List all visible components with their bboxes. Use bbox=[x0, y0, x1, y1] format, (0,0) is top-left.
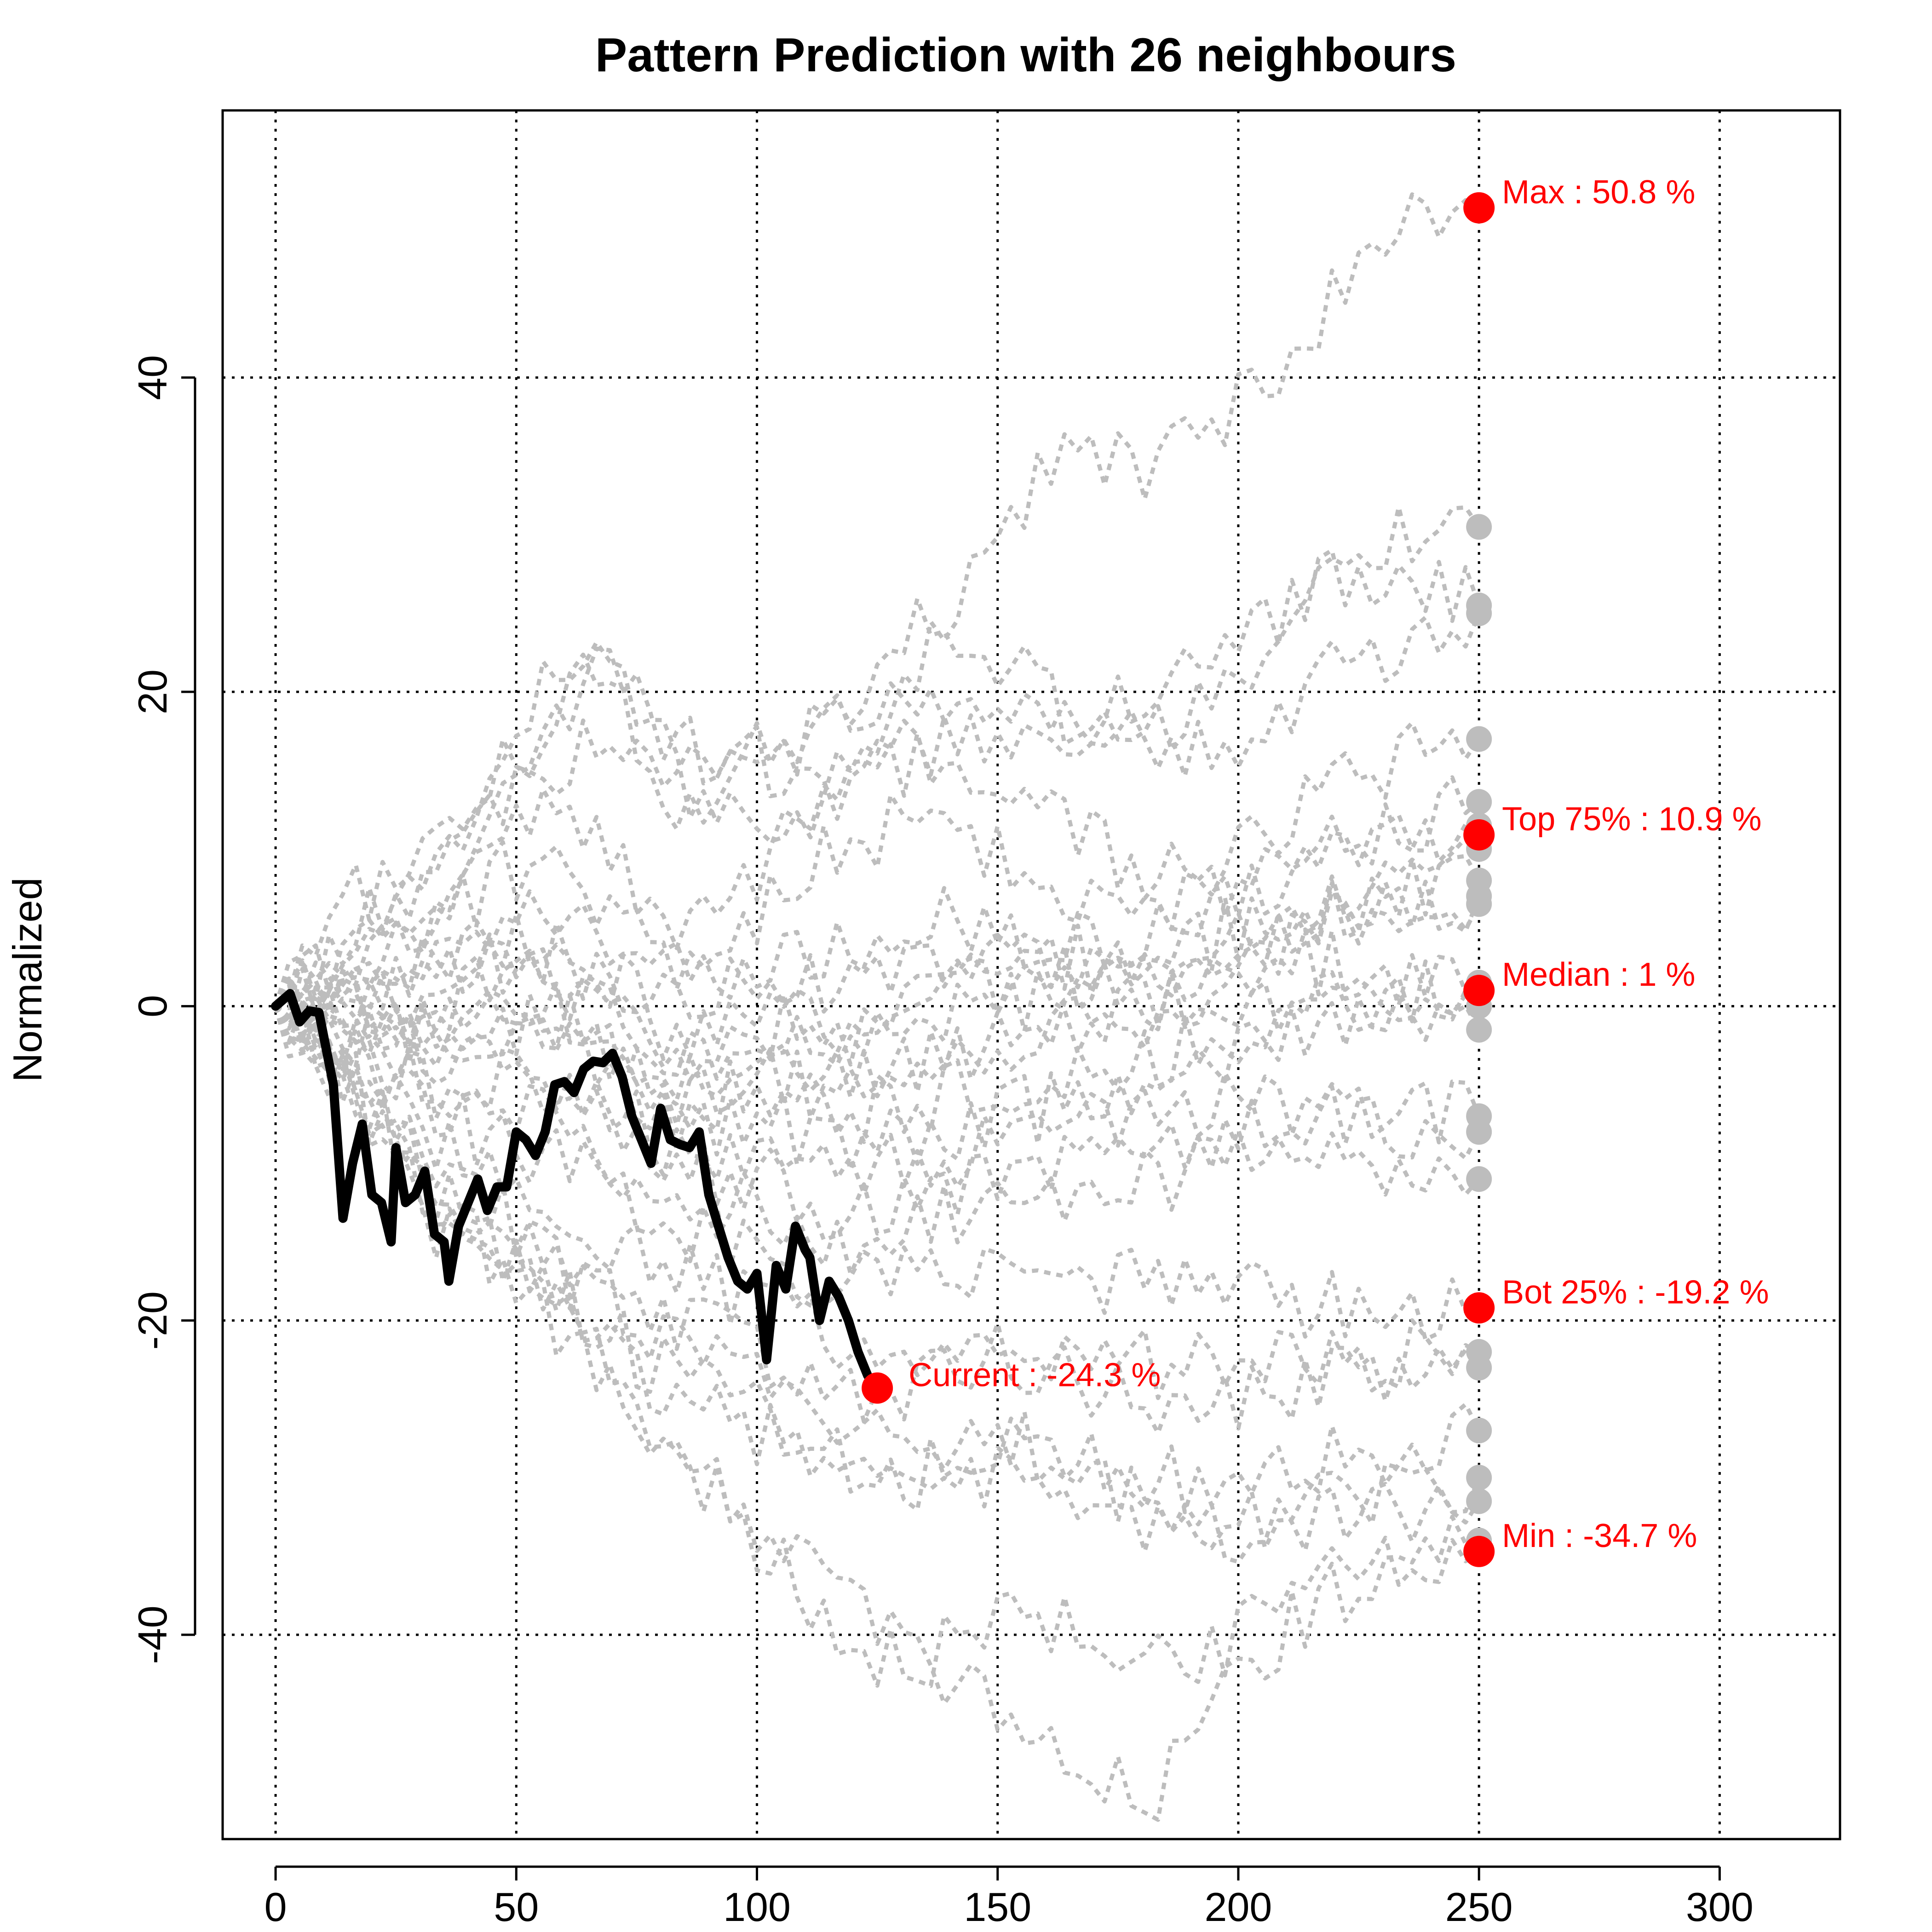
neighbour-line-23 bbox=[273, 1006, 1481, 1551]
neighbour-line-5 bbox=[273, 720, 1481, 1007]
x-tick-label-4: 200 bbox=[1205, 1884, 1272, 1930]
y-tick-label-2: 0 bbox=[130, 995, 175, 1018]
x-tick-label-2: 100 bbox=[723, 1884, 791, 1930]
neighbour-line-12 bbox=[274, 927, 1480, 1102]
grid-layer bbox=[223, 110, 1840, 1839]
current-label: Current : -24.3 % bbox=[908, 1357, 1161, 1394]
plot-frame bbox=[221, 109, 1841, 1840]
neighbour-line-24 bbox=[274, 1005, 1481, 1564]
stats-layer: Max : 50.8 % Top 75% : 10.9 % Median : 1 %… bbox=[1463, 174, 1769, 1567]
current-point bbox=[862, 1372, 893, 1404]
stat-label-1: Top 75% : 10.9 % bbox=[1502, 801, 1761, 838]
neighbour-lines bbox=[273, 192, 1492, 1822]
neighbour-line-14 bbox=[275, 968, 1481, 1152]
y-tick-label-0: -40 bbox=[130, 1605, 175, 1664]
neighbour-line-25 bbox=[275, 999, 1480, 1688]
neighbour-line-18 bbox=[273, 1001, 1481, 1276]
neighbour-end-point-5 bbox=[1466, 726, 1492, 752]
stat-point-2 bbox=[1463, 975, 1495, 1006]
x-tick-label-1: 50 bbox=[494, 1884, 539, 1930]
stat-point-3 bbox=[1463, 1292, 1495, 1324]
stat-label-0: Max : 50.8 % bbox=[1502, 174, 1695, 211]
current-line-layer: Current : -24.3 % bbox=[271, 989, 1161, 1404]
current-line bbox=[271, 989, 882, 1393]
neighbour-end-point-22 bbox=[1466, 1417, 1492, 1443]
neighbour-line-3 bbox=[274, 548, 1481, 1025]
x-tick-label-3: 150 bbox=[964, 1884, 1031, 1930]
neighbour-end-point-15 bbox=[1466, 1017, 1492, 1043]
y-tick-label-4: 40 bbox=[130, 355, 175, 400]
x-tick-label-5: 250 bbox=[1445, 1884, 1513, 1930]
neighbour-end-point-17 bbox=[1466, 1119, 1492, 1145]
neighbour-end-point-23 bbox=[1466, 1465, 1492, 1491]
neighbour-end-point-6 bbox=[1466, 789, 1492, 815]
neighbour-end-point-24 bbox=[1466, 1488, 1492, 1514]
neighbour-end-point-21 bbox=[1466, 1355, 1492, 1381]
neighbour-line-2 bbox=[274, 505, 1481, 1008]
stat-label-2: Median : 1 % bbox=[1502, 956, 1695, 993]
stat-point-1 bbox=[1463, 819, 1495, 851]
neighbour-line-11 bbox=[274, 881, 1481, 1081]
stat-point-4 bbox=[1463, 1535, 1495, 1567]
neighbour-line-9 bbox=[274, 854, 1481, 1061]
chart-title: Pattern Prediction with 26 neighbours bbox=[595, 29, 1456, 82]
stat-point-0 bbox=[1463, 192, 1495, 224]
neighbour-end-point-18 bbox=[1466, 1166, 1492, 1192]
axis-layer: 0 50 100 150 200 250 300 -40 -20 0 20 40 bbox=[130, 355, 1754, 1930]
neighbour-line-1 bbox=[274, 192, 1480, 1008]
x-tick-label-6: 300 bbox=[1686, 1884, 1754, 1930]
neighbour-line-6 bbox=[275, 775, 1481, 1010]
neighbour-line-26 bbox=[273, 1005, 1480, 1822]
x-tick-label-0: 0 bbox=[264, 1884, 287, 1930]
neighbour-line-22 bbox=[275, 1004, 1481, 1514]
stat-label-4: Min : -34.7 % bbox=[1502, 1518, 1697, 1554]
y-tick-label-3: 20 bbox=[130, 669, 175, 714]
neighbour-line-10 bbox=[274, 876, 1481, 1082]
y-tick-label-1: -20 bbox=[130, 1291, 175, 1350]
neighbour-line-4 bbox=[274, 612, 1481, 1007]
neighbour-end-point-11 bbox=[1466, 891, 1492, 917]
neighbour-end-point-2 bbox=[1466, 514, 1492, 540]
y-axis-label: Normalized bbox=[5, 877, 50, 1082]
neighbour-line-19 bbox=[274, 1004, 1480, 1342]
neighbour-line-15 bbox=[274, 982, 1481, 1172]
stat-label-3: Bot 25% : -19.2 % bbox=[1502, 1274, 1769, 1311]
neighbour-line-7 bbox=[274, 813, 1479, 1007]
neighbour-end-point-4 bbox=[1466, 600, 1492, 627]
